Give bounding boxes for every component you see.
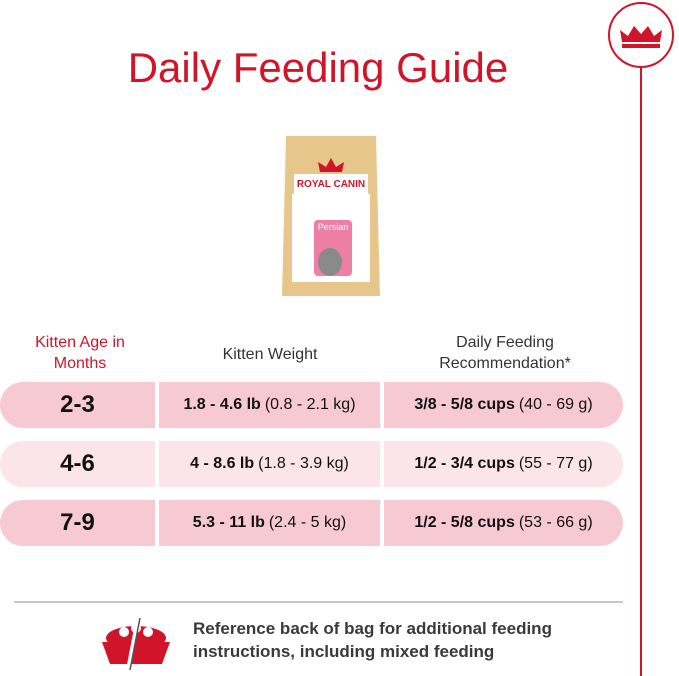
- weight-lb: 5.3 - 11 lb: [192, 514, 265, 531]
- grams: (40 - 69 g): [518, 396, 593, 413]
- header-age: Kitten Age in Months: [35, 334, 125, 372]
- header-weight: Kitten Weight: [222, 346, 318, 363]
- weight-lb: 4 - 8.6 lb: [190, 455, 255, 472]
- weight-kg: (1.8 - 3.9 kg): [258, 455, 349, 472]
- cups-cell: 3/8 - 5/8 cups (40 - 69 g): [384, 382, 623, 428]
- weight-kg: (2.4 - 5 kg): [268, 514, 347, 531]
- cups: 3/8 - 5/8 cups: [414, 396, 515, 413]
- weight-lb: 1.8 - 4.6 lb: [183, 396, 261, 413]
- weight-cell: 1.8 - 4.6 lb (0.8 - 2.1 kg): [159, 382, 380, 428]
- brand-rule: [608, 2, 674, 676]
- brand-text: ROYAL CANIN: [297, 179, 365, 190]
- table-row: 2-3 1.8 - 4.6 lb (0.8 - 2.1 kg) 3/8 - 5/8 c…: [0, 382, 623, 428]
- footer-note: Reference back of bag for additional fee…: [193, 619, 552, 661]
- cups-cell: 1/2 - 3/4 cups (55 - 77 g): [384, 441, 623, 487]
- weight-kg: (0.8 - 2.1 kg): [264, 396, 356, 413]
- divider: [14, 601, 623, 603]
- age-cell: 2-3: [0, 382, 155, 428]
- grams: (55 - 77 g): [518, 455, 593, 472]
- cups: 1/2 - 5/8 cups: [414, 514, 515, 531]
- cups-cell: 1/2 - 5/8 cups (53 - 66 g): [384, 500, 623, 546]
- title: Daily Feeding Guide: [127, 44, 509, 91]
- table-row: 7-9 5.3 - 11 lb (2.4 - 5 kg) 1/2 - 5/8 cups…: [0, 500, 623, 546]
- product-name: Persian: [318, 222, 349, 232]
- table-row: 4-6 4 - 8.6 lb (1.8 - 3.9 kg) 1/2 - 3/4 cup…: [0, 441, 623, 487]
- weight-cell: 5.3 - 11 lb (2.4 - 5 kg): [159, 500, 380, 546]
- weight-cell: 4 - 8.6 lb (1.8 - 3.9 kg): [159, 441, 380, 487]
- grams: (53 - 66 g): [518, 514, 593, 531]
- age-cell: 4-6: [0, 441, 155, 487]
- bowl-icon: [102, 617, 170, 671]
- header-feeding: Daily Feeding Recommendation*: [439, 334, 571, 372]
- cups: 1/2 - 3/4 cups: [414, 455, 515, 472]
- product-bag: ROYAL CANIN Persian: [282, 136, 380, 296]
- age-cell: 7-9: [0, 500, 155, 546]
